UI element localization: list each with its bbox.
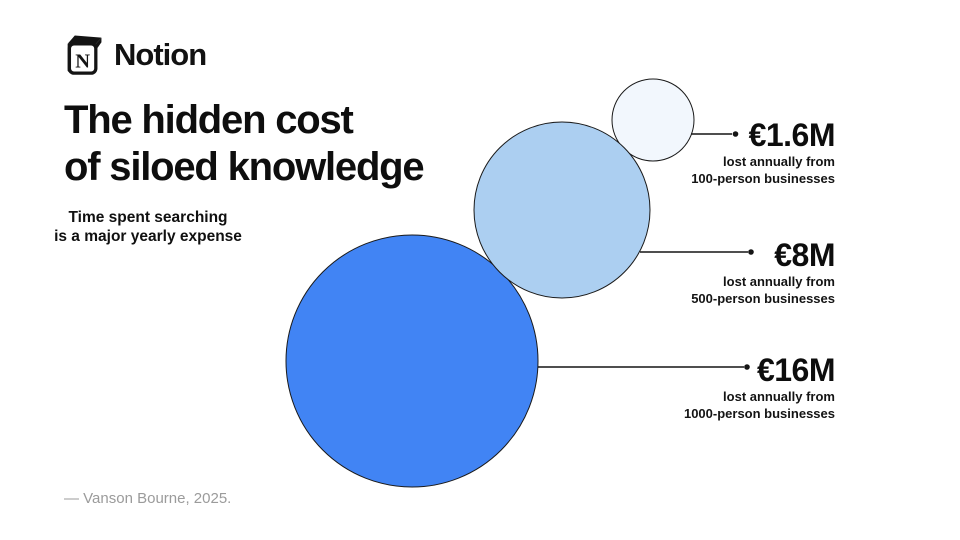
page-title: The hidden cost of siloed knowledge [64, 97, 425, 191]
title-line-2: of siloed knowledge [64, 145, 425, 189]
leader-dot-8m [748, 249, 754, 255]
callout-8m: €8M lost annually from 500-person busine… [691, 239, 835, 307]
callout-value-16m: €16M [756, 352, 836, 388]
source-citation: — Vanson Bourne, 2025. [64, 490, 232, 507]
callout-value-8m: €8M [774, 237, 835, 273]
subtitle-line-1: Time spent searching [68, 209, 228, 226]
callout-desc-line-1: lost annually from [723, 274, 835, 289]
svg-text:N: N [75, 50, 90, 72]
bubble-1000-person [285, 234, 539, 488]
chart-subtitle: Time spent searching is a major yearly e… [36, 208, 260, 246]
callout-1.6m: €1.6M lost annually from 100-person busi… [691, 119, 835, 187]
title-line-1: The hidden cost [64, 98, 354, 142]
bubble-100-person [611, 78, 695, 162]
subtitle-line-2: is a major yearly expense [54, 228, 242, 245]
callout-value-1.6m: €1.6M [748, 117, 836, 153]
callout-desc-line-2: 100-person businesses [691, 171, 835, 186]
callout-16m: €16M lost annually from 1000-person busi… [684, 352, 836, 422]
callout-desc-16m: lost annually from 1000-person businesse… [684, 388, 835, 422]
callout-desc-line-1: lost annually from [723, 154, 835, 169]
callout-desc-line-2: 1000-person businesses [683, 406, 835, 421]
callout-desc-line-2: 500-person businesses [691, 291, 835, 306]
notion-logo: N Notion [62, 33, 207, 77]
callout-desc-1.6m: lost annually from 100-person businesses [691, 153, 835, 187]
leader-dot-16m [744, 364, 750, 370]
callout-desc-line-1: lost annually from [723, 389, 835, 404]
notion-wordmark: Notion [114, 37, 207, 72]
bubble-500-person [473, 121, 651, 299]
notion-cube-icon: N [67, 35, 102, 75]
leader-dot-1.6m [732, 131, 739, 137]
callout-desc-8m: lost annually from 500-person businesses [691, 273, 835, 307]
